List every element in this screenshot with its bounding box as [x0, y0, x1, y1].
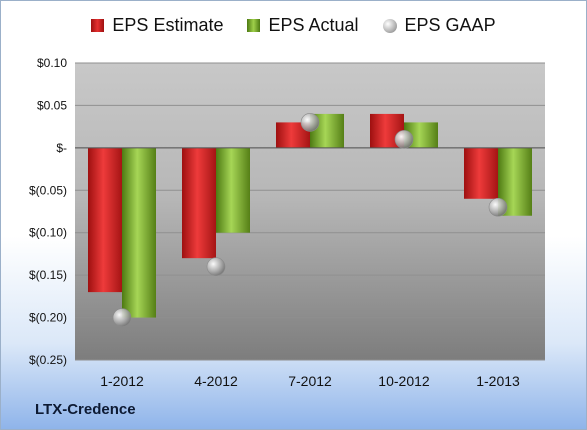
legend-item-actual[interactable]: EPS Actual — [247, 15, 359, 36]
legend-label-estimate: EPS Estimate — [112, 15, 224, 35]
y-tick-label: $- — [56, 141, 67, 155]
y-axis-ticks: $0.10 $0.05 $- $(0.05) $(0.10) $(0.15) $(0.20)… — [29, 56, 67, 367]
x-category-label: 10-2012 — [378, 373, 430, 389]
gaap-markers — [112, 113, 508, 327]
legend-item-gaap[interactable]: EPS GAAP — [382, 15, 496, 36]
gaap-marker[interactable] — [206, 257, 226, 276]
y-tick-label: $0.10 — [37, 56, 67, 70]
x-category-label: 1-2012 — [100, 373, 144, 389]
gaap-marker[interactable] — [112, 308, 132, 327]
company-name: LTX-Credence — [35, 401, 136, 418]
estimate-bar[interactable] — [88, 147, 122, 293]
bars — [88, 113, 532, 318]
actual-swatch-icon — [247, 19, 261, 32]
y-tick-label: $(0.05) — [29, 183, 67, 197]
actual-bar[interactable] — [122, 147, 156, 318]
estimate-bar[interactable] — [464, 147, 498, 199]
y-tick-label: $(0.25) — [29, 353, 67, 367]
gaap-swatch-icon — [382, 18, 397, 33]
y-tick-label: $(0.15) — [29, 268, 67, 282]
estimate-bar[interactable] — [182, 147, 216, 259]
actual-bar[interactable] — [216, 147, 250, 233]
legend-item-estimate[interactable]: EPS Estimate — [91, 15, 223, 36]
estimate-swatch-icon — [91, 19, 105, 32]
x-category-label: 1-2013 — [476, 373, 520, 389]
gaap-marker[interactable] — [300, 113, 320, 132]
gaap-marker[interactable] — [488, 197, 508, 217]
legend: EPS Estimate EPS Actual EPS GAAP — [1, 15, 586, 36]
legend-label-gaap: EPS GAAP — [404, 15, 496, 35]
x-category-label: 4-2012 — [194, 373, 238, 389]
legend-label-actual: EPS Actual — [268, 15, 359, 35]
y-tick-label: $(0.10) — [29, 226, 67, 240]
y-tick-label: $0.05 — [37, 98, 67, 112]
y-tick-label: $(0.20) — [29, 311, 67, 325]
x-category-label: 7-2012 — [288, 373, 332, 389]
gaap-marker[interactable] — [394, 130, 414, 149]
x-axis-categories: 1-2012 4-2012 7-2012 10-2012 1-2013 — [100, 373, 520, 389]
